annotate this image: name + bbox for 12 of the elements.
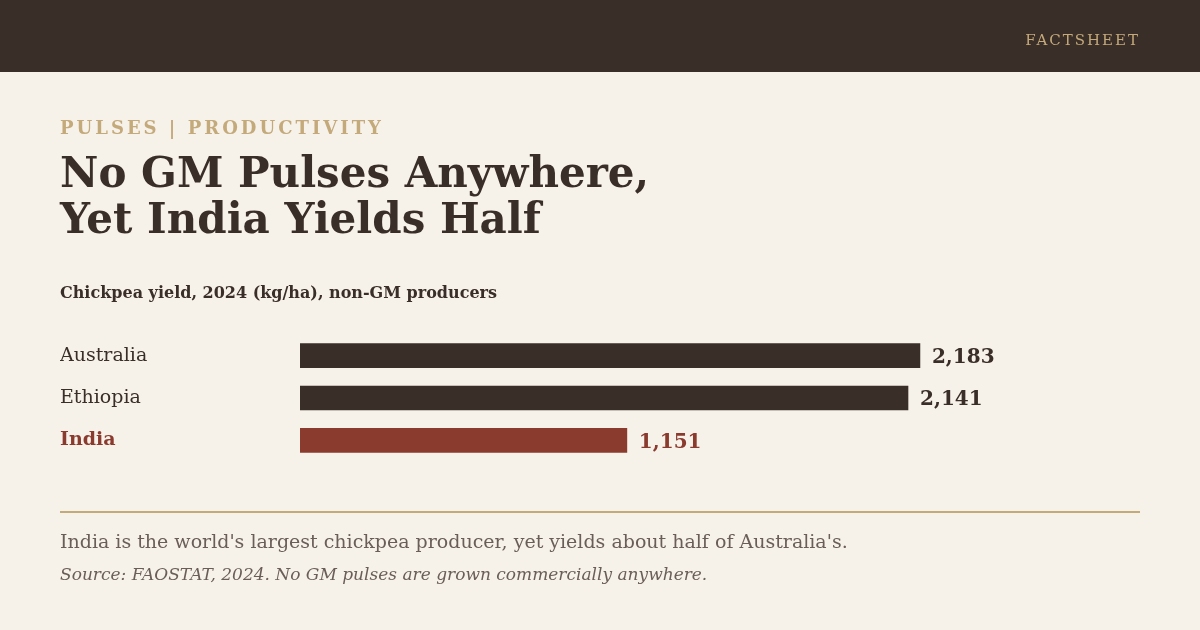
chart-title: No GM Pulses Anywhere, Yet India Yields Half [60,148,651,243]
data-label: 2,141 [920,386,983,411]
text: FACTSHEET [1025,31,1140,49]
source-note: Source: FAOSTAT, 2024. No GM pulses are grown commercially anywhere. [60,564,708,584]
data-label: 2,183 [931,343,995,368]
chart-subtitle: Chickpea yield, 2024 (kg/ha), non-GM producers [60,283,498,302]
y-tick-label: India [60,427,116,450]
data-label: 1,151 [638,428,702,453]
text: India is the world's largest chickpea producer, yet yields about half of Australia's. [60,530,848,552]
text: PULSES | PRODUCTIVITY [60,117,384,138]
y-tick-label: Australia [59,342,148,365]
y-tick-label: Ethiopia [60,384,141,407]
